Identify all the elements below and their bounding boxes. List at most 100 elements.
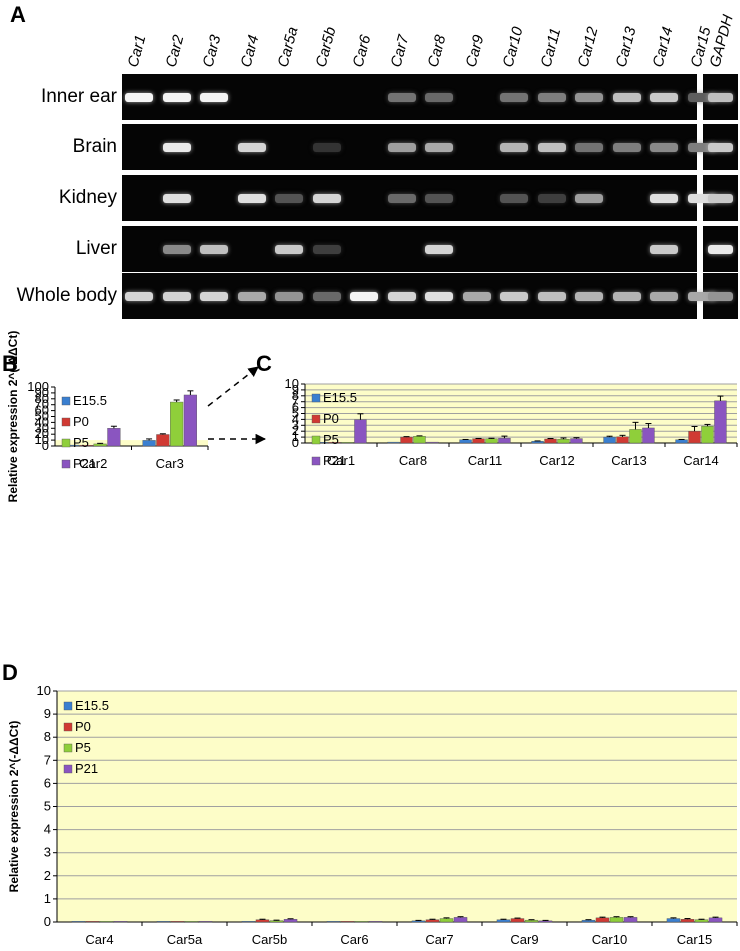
bar — [498, 437, 511, 444]
gel-band — [425, 93, 453, 102]
tissue-label: Liver — [75, 238, 117, 259]
y-tick-label: 6 — [44, 775, 51, 790]
gel-band — [650, 194, 678, 203]
bar — [642, 427, 655, 444]
bar — [714, 400, 727, 444]
bar — [459, 439, 472, 444]
gel-band — [650, 292, 678, 301]
legend-label: P0 — [75, 719, 91, 734]
gel-band — [387, 143, 416, 152]
gel-band — [350, 292, 378, 301]
y-axis-label: Relative expression 2^(-ΔΔCt) — [7, 721, 21, 893]
gel-band — [275, 194, 303, 203]
y-tick-label: 70 — [35, 397, 49, 412]
gel-band — [200, 292, 228, 301]
gel-band — [162, 194, 191, 203]
bar — [680, 919, 695, 923]
y-tick-label: 100 — [27, 379, 49, 394]
gel-band — [237, 194, 266, 203]
y-tick-label: 9 — [44, 706, 51, 721]
bar — [328, 442, 341, 444]
gel-band — [500, 194, 528, 203]
gel-band — [275, 292, 303, 301]
bar — [544, 438, 557, 444]
legend-label: P21 — [75, 761, 98, 776]
tissue-label: Brain — [72, 136, 117, 157]
legend-label: P5 — [323, 432, 339, 447]
bar — [354, 419, 367, 444]
plot-area — [55, 440, 208, 446]
legend-swatch — [61, 438, 71, 448]
bar — [241, 921, 256, 923]
gel-band — [500, 292, 528, 301]
y-tick-label: 10 — [35, 432, 49, 447]
y-tick-label: 5 — [44, 799, 51, 814]
x-tick-label: Car8 — [399, 453, 427, 468]
y-tick-label: 0 — [42, 438, 49, 453]
bar — [439, 918, 454, 923]
x-tick-label: Car15 — [677, 932, 712, 947]
gel-band — [425, 245, 453, 254]
y-tick-label: 7 — [292, 394, 299, 409]
gel-band — [687, 93, 716, 102]
y-tick-label: 90 — [35, 385, 49, 400]
y-tick-label: 4 — [44, 822, 51, 837]
legend-label: P5 — [75, 740, 91, 755]
y-tick-label: 0 — [44, 914, 51, 929]
y-tick-label: 0 — [292, 435, 299, 450]
bar — [557, 438, 570, 444]
gel-band — [687, 194, 716, 203]
legend-label: P0 — [323, 411, 339, 426]
legend-swatch — [63, 764, 73, 774]
gel-band — [425, 194, 453, 203]
gel-band — [612, 292, 641, 301]
x-tick-label: Car10 — [592, 932, 627, 947]
bar — [413, 436, 426, 444]
x-tick-label: Car4 — [85, 932, 113, 947]
bar — [538, 920, 553, 923]
bar — [170, 921, 185, 923]
bar — [629, 429, 642, 444]
y-tick-label: 7 — [44, 752, 51, 767]
bar — [411, 920, 426, 923]
gel-band — [575, 292, 603, 301]
bar — [71, 921, 86, 923]
gel-band — [200, 93, 228, 102]
tissue-label: Whole body — [16, 285, 117, 306]
bar — [524, 919, 539, 923]
y-tick-label: 5 — [292, 406, 299, 421]
gel-band — [312, 194, 341, 203]
bar — [255, 919, 270, 923]
bar — [142, 440, 156, 447]
gel-band — [162, 93, 191, 102]
legend-swatch — [61, 417, 71, 427]
gel-band — [650, 245, 678, 254]
gel-band — [687, 143, 716, 152]
bar — [510, 918, 525, 923]
bar — [183, 394, 197, 447]
panel-letter: B — [2, 351, 18, 376]
gel-band — [275, 245, 303, 254]
x-tick-label: Car2 — [79, 456, 107, 471]
legend-label: P21 — [323, 453, 346, 468]
gel-band — [425, 292, 453, 301]
gel-band — [650, 93, 678, 102]
bar — [400, 436, 413, 444]
x-tick-label: Car13 — [611, 453, 646, 468]
gapdh-band — [708, 143, 733, 152]
gel-band — [650, 143, 678, 152]
x-tick-label: Car6 — [340, 932, 368, 947]
x-tick-label: Car5a — [167, 932, 203, 947]
gel-band — [237, 143, 266, 152]
gel-band — [575, 93, 603, 102]
bar — [425, 919, 440, 923]
bar — [708, 917, 723, 923]
gapdh-band — [708, 245, 733, 254]
bar — [485, 438, 498, 444]
gel-band — [387, 93, 416, 102]
legend-swatch — [311, 456, 321, 466]
y-tick-label: 6 — [292, 400, 299, 415]
legend-swatch — [63, 701, 73, 711]
